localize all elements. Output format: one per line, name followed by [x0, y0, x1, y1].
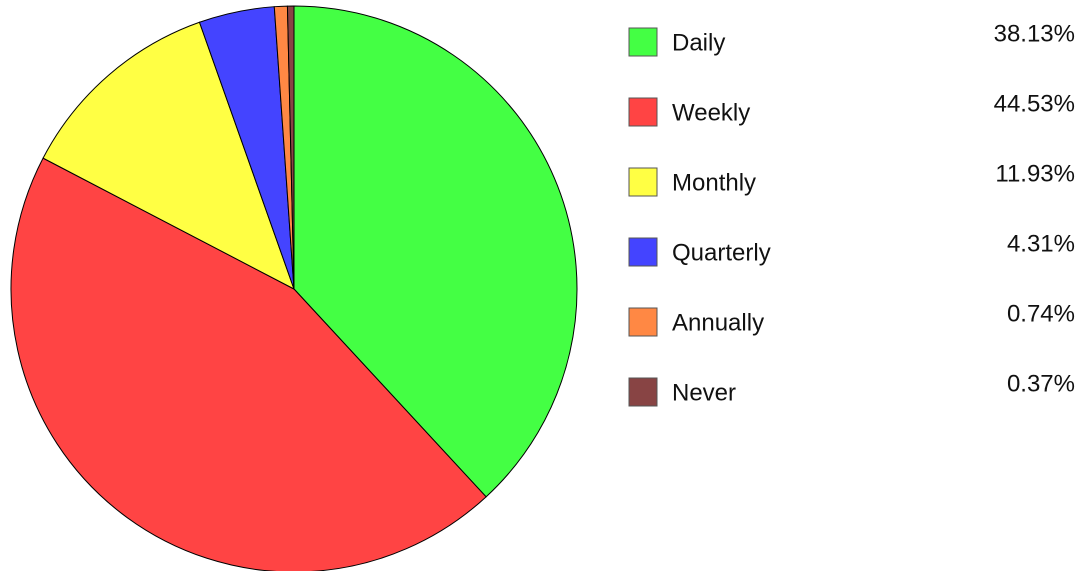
legend-label: Monthly — [672, 169, 756, 196]
legend-label: Never — [672, 379, 736, 406]
pie-slice — [42, 21, 295, 291]
legend-swatch — [628, 167, 658, 197]
value-label: 4.31% — [1007, 230, 1075, 257]
pie-slice — [293, 5, 578, 498]
legend-label: Annually — [672, 309, 764, 336]
legend-label: Daily — [672, 29, 725, 56]
legend-swatch — [628, 307, 658, 337]
legend-label: Weekly — [672, 99, 750, 126]
value-label: 38.13% — [994, 20, 1075, 47]
legend-label: Quarterly — [672, 239, 771, 266]
value-label: 0.37% — [1007, 370, 1075, 397]
value-label: 0.74% — [1007, 300, 1075, 327]
legend-swatch — [628, 97, 658, 127]
pie-slice — [10, 157, 487, 571]
value-label: 11.93% — [995, 160, 1075, 187]
value-label: 44.53% — [994, 90, 1075, 117]
legend-swatch — [628, 237, 658, 267]
legend-swatch — [628, 377, 658, 407]
pie-slice — [286, 5, 295, 290]
legend-swatch — [628, 27, 658, 57]
